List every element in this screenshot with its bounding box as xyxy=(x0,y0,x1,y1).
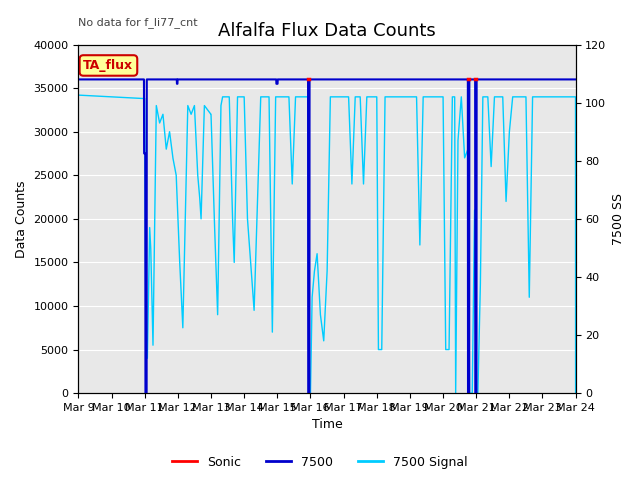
Y-axis label: Data Counts: Data Counts xyxy=(15,180,28,258)
Text: No data for f_li77_cnt: No data for f_li77_cnt xyxy=(79,17,198,27)
Legend: Sonic, 7500, 7500 Signal: Sonic, 7500, 7500 Signal xyxy=(167,451,473,474)
Text: TA_flux: TA_flux xyxy=(83,59,134,72)
Y-axis label: 7500 SS: 7500 SS xyxy=(612,193,625,245)
Title: Alfalfa Flux Data Counts: Alfalfa Flux Data Counts xyxy=(218,22,436,40)
X-axis label: Time: Time xyxy=(312,419,342,432)
